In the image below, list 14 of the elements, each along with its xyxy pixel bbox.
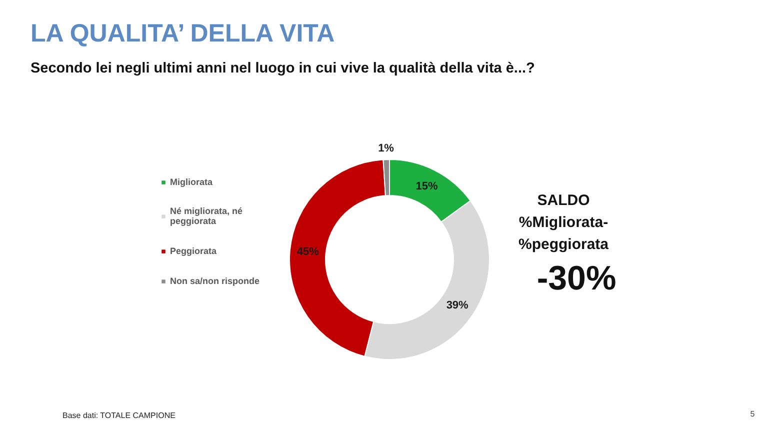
legend-label: Peggiorata: [170, 245, 217, 256]
text: 5: [750, 410, 756, 418]
data-label: 45%: [296, 246, 320, 258]
legend-label: Né migliorata, né peggiorata: [170, 206, 243, 226]
data-label: 39%: [446, 300, 469, 312]
text: Base dati: TOTALE CAMPIONE: [62, 411, 176, 420]
legend-label: Non sa/non risponde: [170, 275, 260, 286]
data-label: 1%: [378, 142, 394, 155]
chart-title: LA QUALITA’ DELLA VITA: [30, 20, 335, 48]
text: -30%: [536, 260, 616, 298]
chart-subtitle: Secondo lei negli ultimi anni nel luogo in cui vive la qualità della vita è...?: [30, 60, 536, 76]
legend-label: Migliorata: [170, 176, 213, 187]
text: SALDO %Migliorata- %peggiorata: [518, 192, 610, 253]
data-label: 15%: [416, 180, 438, 192]
